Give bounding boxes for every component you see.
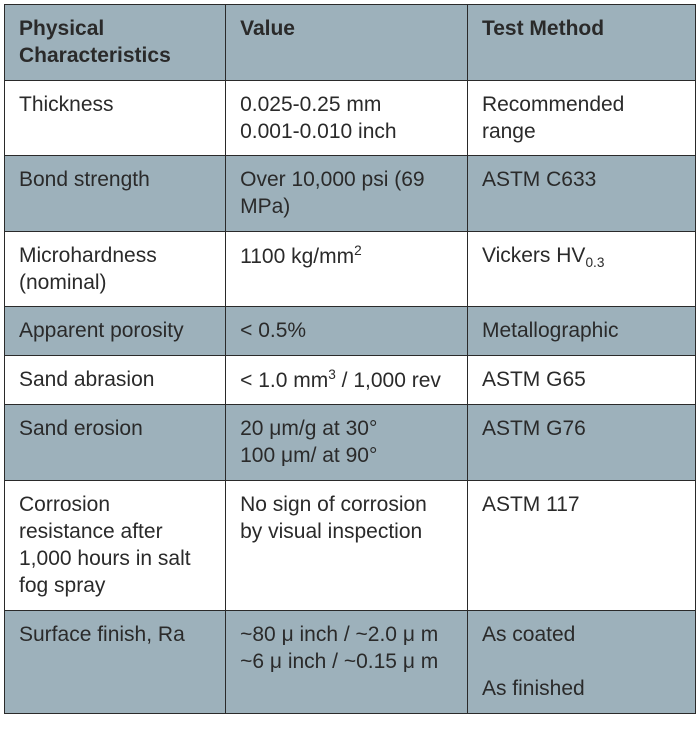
cell-value: Over 10,000 psi (69 MPa) — [226, 156, 468, 232]
cell-characteristic: Corrosion resistance after 1,000 hours i… — [5, 480, 226, 610]
cell-value: No sign of corrosion by visual inspectio… — [226, 480, 468, 610]
cell-method: ASTM C633 — [467, 156, 695, 232]
cell-method: Metallographic — [467, 307, 695, 355]
cell-method: Vickers HV0.3 — [467, 231, 695, 307]
table-body: Thickness0.025-0.25 mm0.001-0.010 inchRe… — [5, 80, 696, 713]
cell-value: ~80 μ inch / ~2.0 μ m~6 μ inch / ~0.15 μ… — [226, 610, 468, 713]
cell-characteristic: Sand abrasion — [5, 355, 226, 404]
cell-characteristic: Apparent porosity — [5, 307, 226, 355]
cell-value: 1100 kg/mm2 — [226, 231, 468, 307]
table-row: Surface finish, Ra~80 μ inch / ~2.0 μ m~… — [5, 610, 696, 713]
cell-method: As coatedAs finished — [467, 610, 695, 713]
cell-value: < 0.5% — [226, 307, 468, 355]
cell-value: 0.025-0.25 mm0.001-0.010 inch — [226, 80, 468, 156]
cell-method: ASTM G76 — [467, 404, 695, 480]
header-method: Test Method — [467, 5, 695, 81]
table-row: Sand erosion20 μm/g at 30°100 μm/ at 90°… — [5, 404, 696, 480]
physical-characteristics-table: Physical Characteristics Value Test Meth… — [4, 4, 696, 714]
table-row: Bond strengthOver 10,000 psi (69 MPa)AST… — [5, 156, 696, 232]
header-row: Physical Characteristics Value Test Meth… — [5, 5, 696, 81]
cell-value: 20 μm/g at 30°100 μm/ at 90° — [226, 404, 468, 480]
cell-characteristic: Sand erosion — [5, 404, 226, 480]
header-value: Value — [226, 5, 468, 81]
table-row: Apparent porosity< 0.5%Metallographic — [5, 307, 696, 355]
cell-characteristic: Surface finish, Ra — [5, 610, 226, 713]
cell-method: ASTM G65 — [467, 355, 695, 404]
table-row: Sand abrasion< 1.0 mm3 / 1,000 revASTM G… — [5, 355, 696, 404]
cell-characteristic: Bond strength — [5, 156, 226, 232]
cell-value: < 1.0 mm3 / 1,000 rev — [226, 355, 468, 404]
table-row: Microhardness (nominal)1100 kg/mm2Vicker… — [5, 231, 696, 307]
table-row: Thickness0.025-0.25 mm0.001-0.010 inchRe… — [5, 80, 696, 156]
table-row: Corrosion resistance after 1,000 hours i… — [5, 480, 696, 610]
header-characteristic: Physical Characteristics — [5, 5, 226, 81]
cell-method: Recommended range — [467, 80, 695, 156]
cell-characteristic: Thickness — [5, 80, 226, 156]
cell-characteristic: Microhardness (nominal) — [5, 231, 226, 307]
cell-method: ASTM 117 — [467, 480, 695, 610]
